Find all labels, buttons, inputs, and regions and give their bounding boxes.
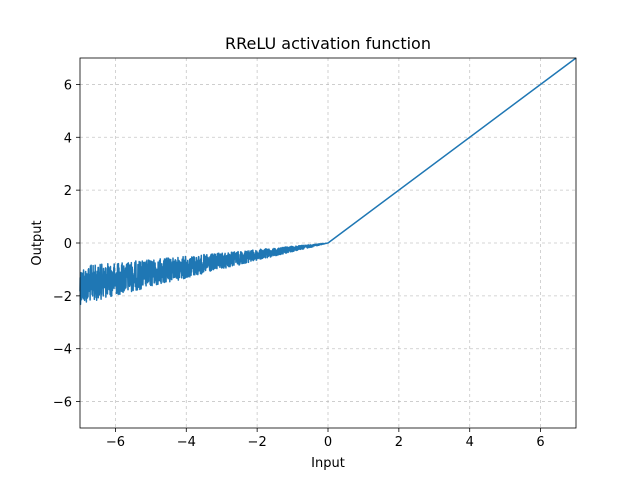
x-tick-label: −6 (106, 435, 125, 450)
y-tick-label: 4 (64, 131, 72, 146)
chart-title: RReLU activation function (225, 34, 431, 53)
y-axis-label: Output (30, 220, 45, 265)
x-tick-label: 2 (395, 435, 403, 450)
y-tick-label: 2 (64, 184, 72, 199)
x-tick-label: 6 (536, 435, 544, 450)
y-tick-label: −4 (53, 343, 72, 358)
y-tick-label: −2 (53, 290, 72, 305)
rrelu-line (79, 57, 577, 306)
x-tick-label: −4 (177, 435, 196, 450)
x-axis-label: Input (311, 456, 345, 471)
x-tick-label: −2 (248, 435, 267, 450)
x-tick-label: 4 (466, 435, 474, 450)
y-tick-label: −6 (53, 396, 72, 411)
series (79, 57, 577, 306)
y-tick-label: 6 (64, 78, 72, 93)
x-tick-label: 0 (324, 435, 332, 450)
y-axis-ticks: −6 −4 −2 0 2 4 6 (53, 78, 80, 411)
x-axis-ticks: −6 −4 −2 0 2 4 6 (106, 428, 545, 450)
y-tick-label: 0 (64, 237, 72, 252)
